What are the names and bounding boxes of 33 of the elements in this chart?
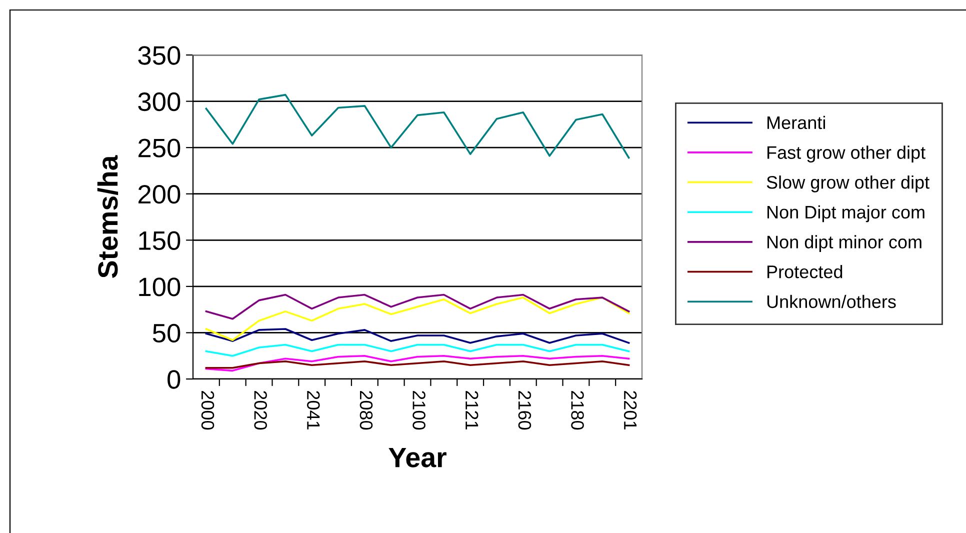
y-tick-label: 250: [138, 138, 180, 158]
line-series: [205, 296, 630, 342]
x-tick-label: 2100: [412, 391, 426, 430]
y-tick-label: 350: [138, 46, 180, 65]
legend-label: Protected: [767, 265, 842, 278]
y-tick-label: 300: [138, 92, 180, 112]
line-series: [205, 354, 630, 372]
x-tick-label: 2121: [466, 391, 478, 430]
x-tick-label: 2080: [360, 391, 373, 430]
legend-label: Meranti: [767, 116, 825, 130]
x-tick-label: 2201: [624, 391, 637, 430]
x-tick-label: 2041: [307, 391, 320, 430]
legend-label: Fast grow other dipt: [767, 146, 926, 163]
y-tick-label: 100: [139, 278, 180, 296]
x-tick-label: 2000: [201, 391, 214, 430]
x-axis-title: Year: [388, 448, 446, 468]
legend-label: Non Dipt major com: [767, 205, 924, 222]
line-series: [205, 360, 630, 369]
line-series: [205, 328, 630, 344]
x-tick-label: 2160: [518, 391, 532, 430]
legend-label: Non dipt minor com: [767, 235, 922, 252]
x-tick-label: 2180: [571, 391, 584, 430]
y-tick-label: 200: [138, 184, 180, 204]
x-tick-label: 2020: [254, 391, 267, 430]
y-tick-label: 0: [168, 370, 180, 389]
line-series: [205, 294, 630, 320]
legend-label: Unknown/others: [767, 294, 896, 308]
y-tick-label: 150: [139, 231, 180, 250]
legend-label: Slow grow other dipt: [766, 176, 930, 192]
line-series: [205, 344, 630, 357]
y-tick-label: 50: [152, 324, 180, 343]
line-series: [205, 94, 630, 159]
y-axis-title: Stems/ha: [97, 155, 118, 278]
